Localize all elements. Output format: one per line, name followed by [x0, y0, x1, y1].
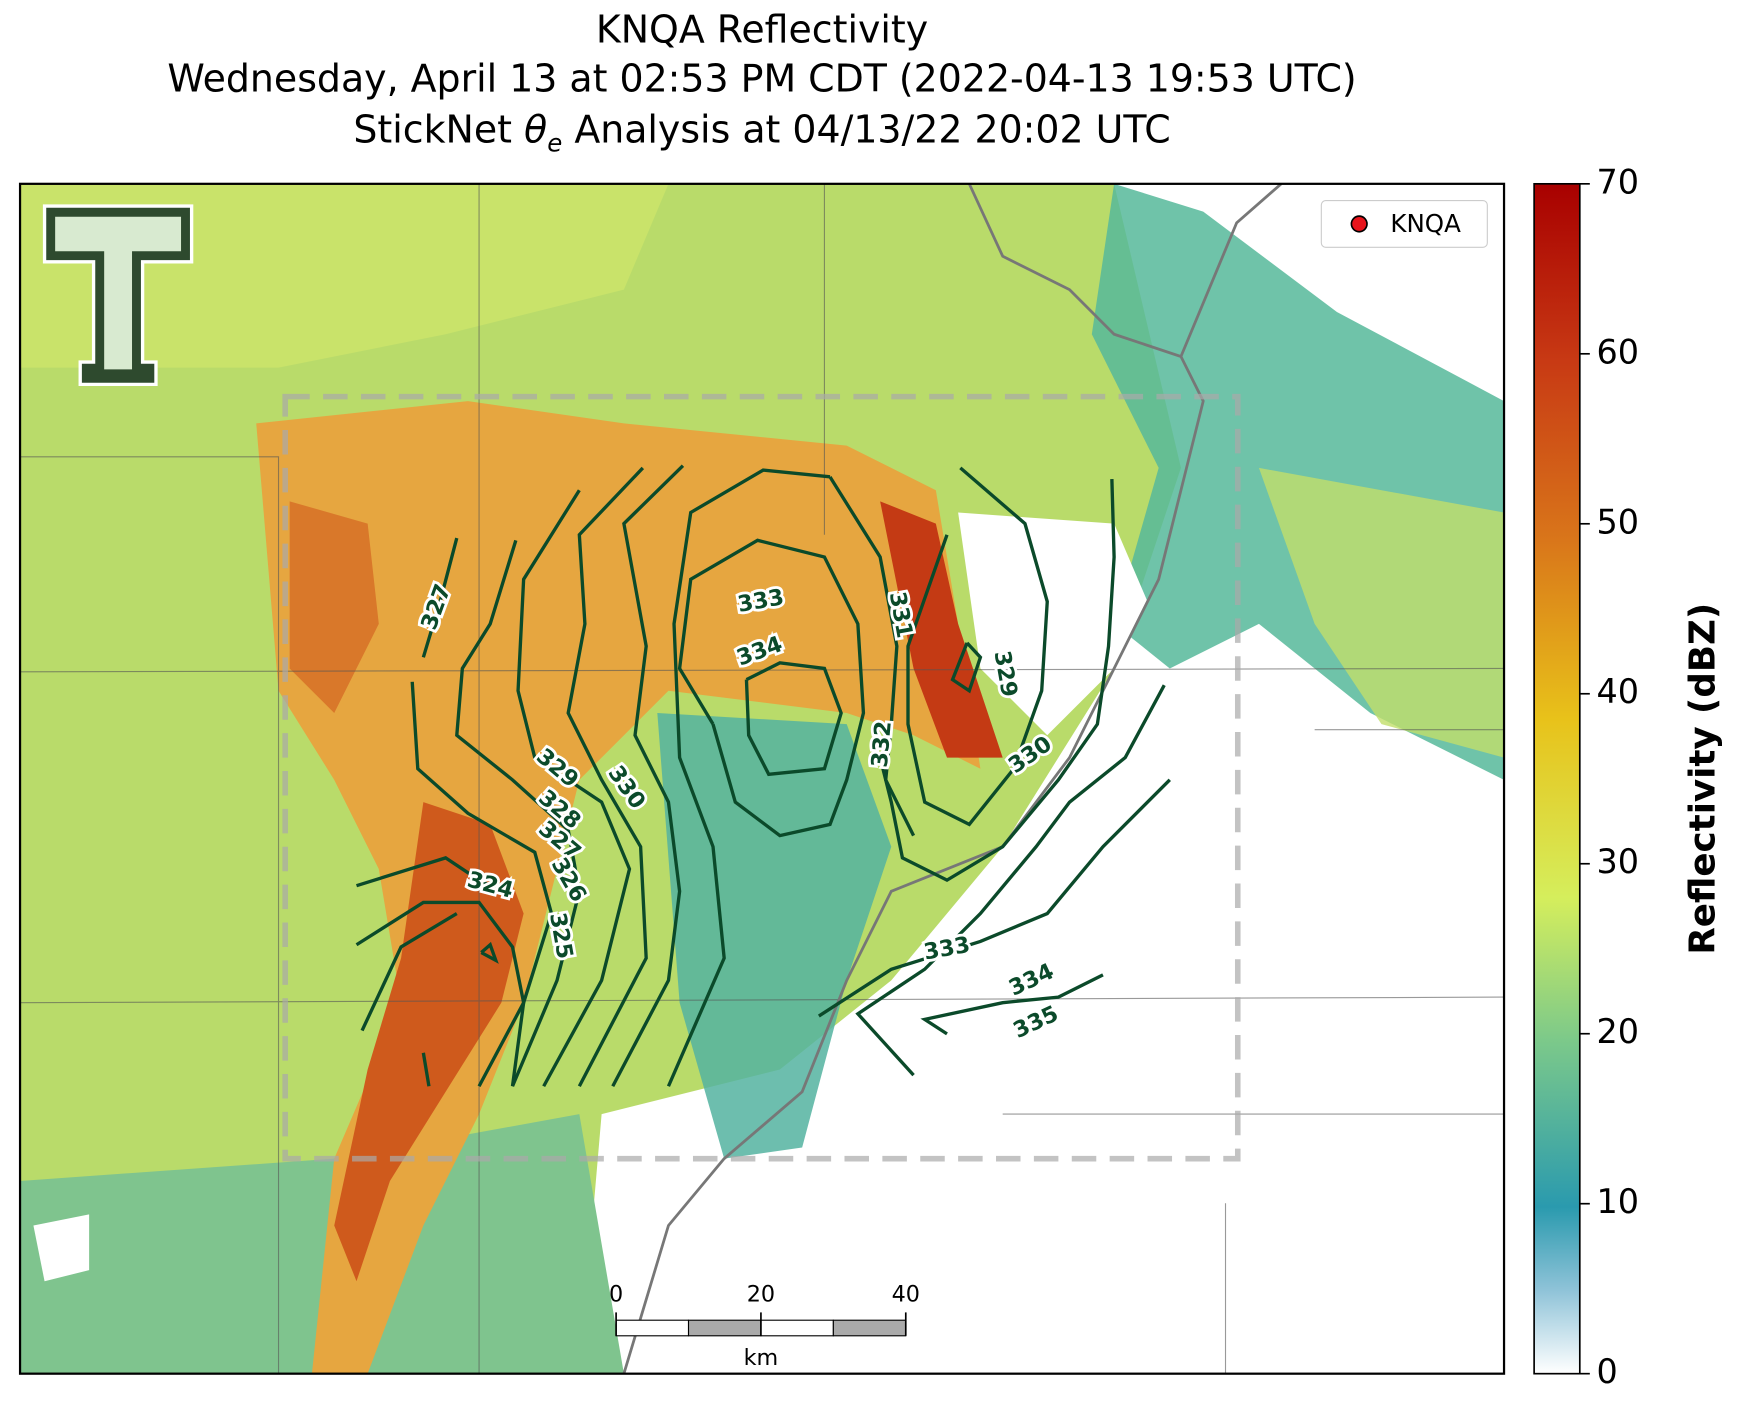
legend: KNQA: [1320, 199, 1488, 248]
contour-line: [421, 1052, 431, 1087]
reflectivity-area: [256, 401, 981, 1374]
scale-tick-label: 20: [747, 1281, 775, 1307]
clear-area: [958, 512, 1148, 736]
reflectivity-area: [334, 802, 524, 1282]
analysis-domain: [282, 393, 1241, 1162]
contours: [355, 464, 1171, 1088]
contour-line: [356, 856, 503, 893]
scale-segment: [760, 1319, 834, 1337]
contour-line: [421, 537, 459, 658]
title-part: Analysis at 04/13/22 20:02 UTC: [562, 108, 1170, 152]
title-line-1: KNQA Reflectivity: [596, 7, 928, 51]
contour-line: [455, 539, 582, 1087]
scale-segment: [687, 1319, 762, 1337]
reflectivity-area: [657, 713, 892, 1159]
contour-line: [360, 912, 458, 1032]
contour-line: [480, 941, 499, 964]
clear-area: [33, 1214, 90, 1282]
contour-line: [878, 479, 1116, 883]
colorbar-tick-label: 70: [1597, 162, 1640, 201]
colorbar-gradient: [1533, 182, 1581, 1375]
contour-line: [906, 466, 1049, 827]
reflectivity-area: [1258, 467, 1505, 758]
colorbar-tick-label: 20: [1597, 1012, 1640, 1051]
colorbar-tick-label: 0: [1597, 1352, 1618, 1391]
contour-line: [828, 475, 916, 837]
map-frame: [18, 182, 1506, 1375]
reflectivity-area: [289, 501, 379, 714]
scale-unit: km: [744, 1345, 779, 1371]
scale-segment: [832, 1319, 907, 1337]
colorbar-tick-label: 10: [1597, 1182, 1640, 1221]
contour-line: [566, 466, 648, 1088]
colorbar-tick-label: 60: [1597, 332, 1640, 371]
contour-line: [516, 489, 632, 1088]
title-symbol: θ: [524, 108, 547, 152]
colorbar: 0 10 20 30 40 50 60 70 Reflectivity (dBZ): [1533, 162, 1724, 1391]
contour-line: [677, 538, 866, 838]
contour-line: [744, 661, 843, 777]
legend-box: [1320, 199, 1488, 248]
contour-line: [817, 778, 1171, 1018]
contour-line: [355, 900, 526, 1087]
river: [1179, 183, 1283, 358]
contour-line: [666, 468, 831, 1087]
contour-line: [950, 641, 983, 694]
scale-tick-label: 40: [892, 1281, 920, 1307]
river: [622, 183, 1205, 1374]
scale-segment: [615, 1319, 690, 1337]
title-subscript: e: [547, 129, 562, 158]
scale-bar: 0 20 40 km: [609, 1281, 920, 1371]
legend-label: KNQA: [1390, 209, 1461, 238]
contour-line: [920, 973, 1104, 1036]
title-part: StickNet: [353, 108, 524, 152]
contour-line: [611, 464, 685, 1088]
scale-tick-label: 0: [609, 1281, 623, 1307]
legend-marker: [1350, 215, 1368, 233]
contour-label: 332: [867, 720, 897, 769]
colorbar-label: Reflectivity (dBZ): [1683, 603, 1724, 955]
logo: [42, 204, 194, 387]
reflectivity-area: [20, 1114, 624, 1374]
contour-label: 329: [989, 649, 1023, 699]
colorbar-tick-label: 40: [1597, 672, 1640, 711]
colorbar-tick-label: 50: [1597, 502, 1640, 541]
title-line-3: StickNet θe Analysis at 04/13/22 20:02 U…: [353, 108, 1170, 158]
colorbar-tick-label: 30: [1597, 842, 1640, 881]
reflectivity-area: [880, 501, 1003, 758]
contour-line: [855, 684, 1166, 1077]
title-line-2: Wednesday, April 13 at 02:53 PM CDT (202…: [167, 56, 1356, 100]
